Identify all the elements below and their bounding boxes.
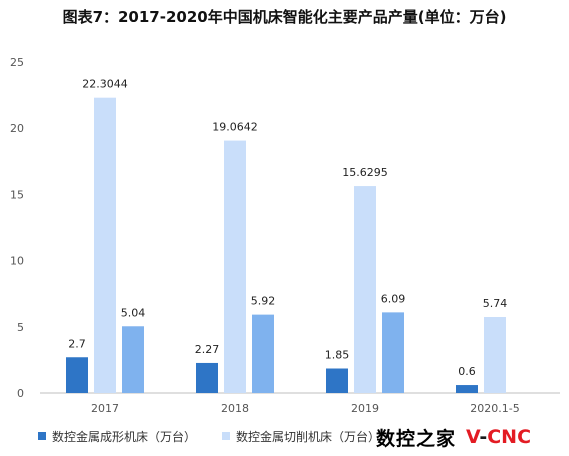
x-tick-label: 2018 bbox=[221, 402, 249, 415]
data-label: 0.6 bbox=[458, 365, 476, 378]
y-tick-label: 20 bbox=[10, 122, 24, 135]
bar-series3 bbox=[122, 326, 144, 393]
legend-item-series1: 数控金属成形机床（万台） bbox=[38, 428, 196, 445]
data-label: 2.27 bbox=[195, 343, 220, 356]
legend: 数控金属成形机床（万台） 数控金属切削机床（万台） bbox=[38, 426, 406, 446]
y-tick-label: 0 bbox=[17, 387, 24, 400]
data-label: 1.85 bbox=[325, 349, 350, 362]
logo-cnc: CNC bbox=[487, 426, 532, 448]
data-label: 5.04 bbox=[121, 306, 146, 319]
data-label: 15.6295 bbox=[342, 166, 388, 179]
data-label: 2.7 bbox=[68, 337, 86, 350]
x-tick-label: 2019 bbox=[351, 402, 379, 415]
legend-swatch-series1 bbox=[38, 432, 46, 440]
bar-series1 bbox=[66, 357, 88, 393]
logo-chinese-text: 数控之家 bbox=[376, 427, 457, 450]
y-tick-label: 10 bbox=[10, 255, 24, 268]
y-tick-label: 25 bbox=[10, 56, 24, 69]
legend-label-series1: 数控金属成形机床（万台） bbox=[52, 429, 197, 444]
data-label: 5.74 bbox=[483, 297, 508, 310]
logo-dash: - bbox=[479, 426, 488, 448]
chart-title: 图表7：2017-2020年中国机床智能化主要产品产量(单位：万台) bbox=[62, 8, 507, 26]
logo-english-text: V-CNC bbox=[466, 426, 531, 448]
bar-series3 bbox=[252, 314, 274, 393]
legend-label-series2: 数控金属切削机床（万台） bbox=[236, 429, 381, 444]
data-label: 5.92 bbox=[251, 295, 276, 308]
data-label: 22.3044 bbox=[82, 78, 128, 91]
y-tick-label: 15 bbox=[10, 188, 24, 201]
bar-series2 bbox=[354, 186, 376, 393]
bar-series1 bbox=[456, 385, 478, 393]
bar-series2 bbox=[484, 317, 506, 393]
data-label: 19.0642 bbox=[212, 121, 258, 134]
bar-series2 bbox=[224, 140, 246, 393]
bar-series1 bbox=[326, 368, 348, 393]
x-tick-label: 2020.1-5 bbox=[470, 402, 519, 415]
legend-swatch-series2 bbox=[222, 432, 231, 440]
x-tick-label: 2017 bbox=[91, 402, 119, 415]
legend-item-series2: 数控金属切削机床（万台） bbox=[222, 428, 380, 445]
bar-series3 bbox=[382, 312, 404, 393]
bar-series1 bbox=[196, 362, 218, 393]
data-label: 6.09 bbox=[381, 292, 406, 305]
y-tick-label: 5 bbox=[17, 321, 24, 334]
brand-logo: 数控之家 V-CNC bbox=[372, 424, 536, 450]
logo-v: V bbox=[466, 426, 480, 448]
bar-series2 bbox=[94, 97, 116, 393]
